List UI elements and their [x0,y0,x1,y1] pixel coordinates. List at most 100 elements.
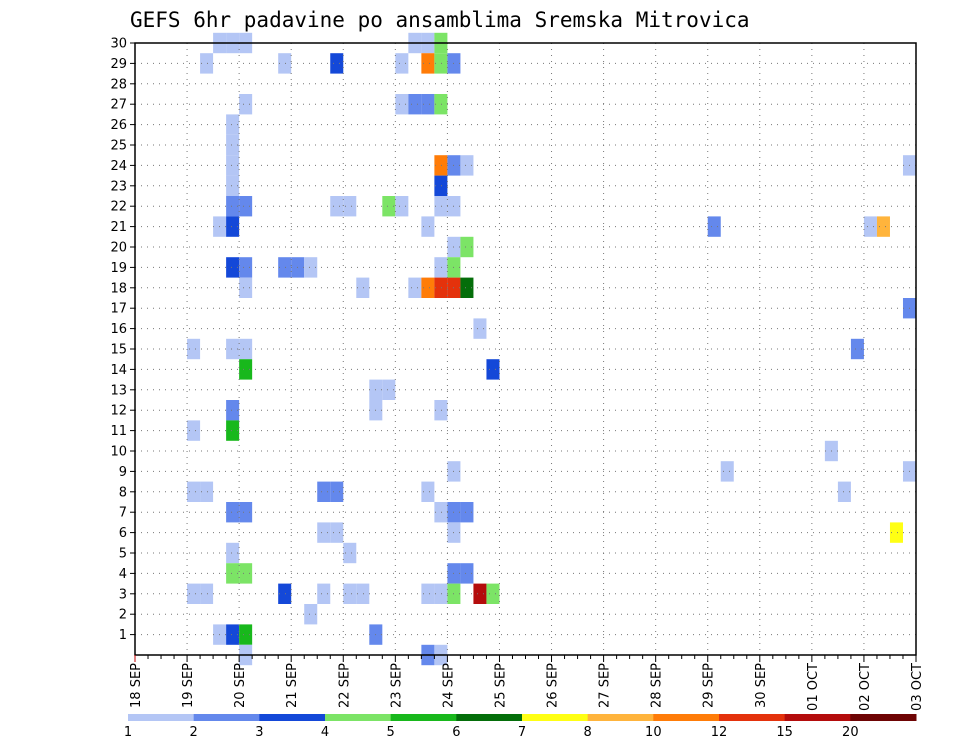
y-axis: 1234567891011121314151617181920212223242… [110,37,135,643]
legend-swatch [653,714,720,721]
y-tick-label: 9 [119,465,127,480]
data-cell [473,583,487,604]
x-tick-label: 03 OCT [910,663,925,711]
data-cell [200,583,214,604]
data-cell [408,94,422,115]
data-cell [460,563,474,584]
data-cell [226,400,240,421]
data-cell [434,53,448,74]
legend-swatch [784,714,851,721]
y-tick-label: 14 [110,363,127,378]
grid-layer [135,42,916,655]
legend-swatch [259,714,326,721]
chart-title: GEFS 6hr padavine po ansamblima Sremska … [130,8,750,32]
data-cell [460,277,474,298]
data-cell [226,420,240,441]
y-tick-label: 12 [110,404,127,419]
data-cell [239,277,253,298]
data-cell [356,583,370,604]
data-cell [226,624,240,645]
data-cell [889,522,903,543]
data-cell [317,481,331,502]
data-cell [460,155,474,176]
data-cell [343,583,357,604]
legend-swatch [390,714,457,721]
data-cell [408,277,422,298]
data-cell [382,379,396,400]
data-cell [239,359,253,380]
x-tick-label: 22 SEP [337,663,352,708]
data-cell [330,53,344,74]
data-cell [200,481,214,502]
y-tick-label: 28 [110,77,127,92]
data-cell [421,277,435,298]
data-cell [317,522,331,543]
data-cell [226,196,240,217]
data-cell [330,481,344,502]
data-cell [382,196,396,217]
y-tick-label: 23 [110,179,127,194]
data-cell [304,604,318,625]
data-cell [837,481,851,502]
y-tick-label: 26 [110,118,127,133]
data-cell [226,257,240,278]
legend-label: 15 [776,725,793,740]
data-cell [434,94,448,115]
data-cell [395,196,409,217]
data-cell [239,624,253,645]
data-cell [434,277,448,298]
color-legend: 1 2 3 4 5 6 7 8 10 12 15 20 [124,714,917,740]
data-cell [876,216,890,237]
y-tick-label: 18 [110,281,127,296]
y-tick-label: 2 [119,608,127,623]
data-cell [486,359,500,380]
data-cell [226,114,240,135]
data-cell [421,481,435,502]
x-tick-label: 25 SEP [494,663,509,708]
data-cell [226,563,240,584]
legend-swatch [456,714,523,721]
x-tick-label: 24 SEP [441,663,456,708]
data-cell [434,175,448,196]
data-cell [421,53,435,74]
x-tick-label: 21 SEP [285,663,300,708]
data-cell [239,196,253,217]
data-cell [239,94,253,115]
x-tick-label: 18 SEP [129,663,144,708]
x-tick-label: 28 SEP [650,663,665,708]
data-cell [421,216,435,237]
y-tick-label: 21 [110,220,127,235]
data-cell [473,318,487,339]
data-cell [421,583,435,604]
data-cell [343,196,357,217]
data-cell [460,236,474,258]
legend-swatch [522,714,589,721]
legend-swatch [193,714,260,721]
y-tick-label: 22 [110,200,127,215]
y-tick-label: 10 [110,445,127,460]
legend-swatch [850,714,917,721]
data-cell [239,563,253,584]
x-tick-label: 29 SEP [702,663,717,708]
data-cell [395,94,409,115]
y-tick-label: 19 [110,261,127,276]
data-cell [226,134,240,156]
x-tick-label: 19 SEP [181,663,196,708]
data-cell [226,502,240,523]
data-cell [239,338,253,360]
data-cell [395,53,409,74]
y-tick-label: 4 [119,567,127,582]
legend-label: 7 [518,725,526,740]
legend-swatch [325,714,392,721]
x-tick-label: 27 SEP [598,663,613,708]
data-cell [187,420,201,441]
data-cell [226,216,240,237]
x-tick-label: 02 OCT [858,663,873,711]
legend-label: 20 [842,725,859,740]
data-cell [863,216,877,237]
legend-swatch [128,714,195,721]
data-cell [343,542,357,564]
x-axis: 18 SEP 19 SEP 20 SEP 21 SEP 22 SEP 23 SEP 24 S… [129,655,925,711]
x-tick-label: 30 SEP [754,663,769,708]
